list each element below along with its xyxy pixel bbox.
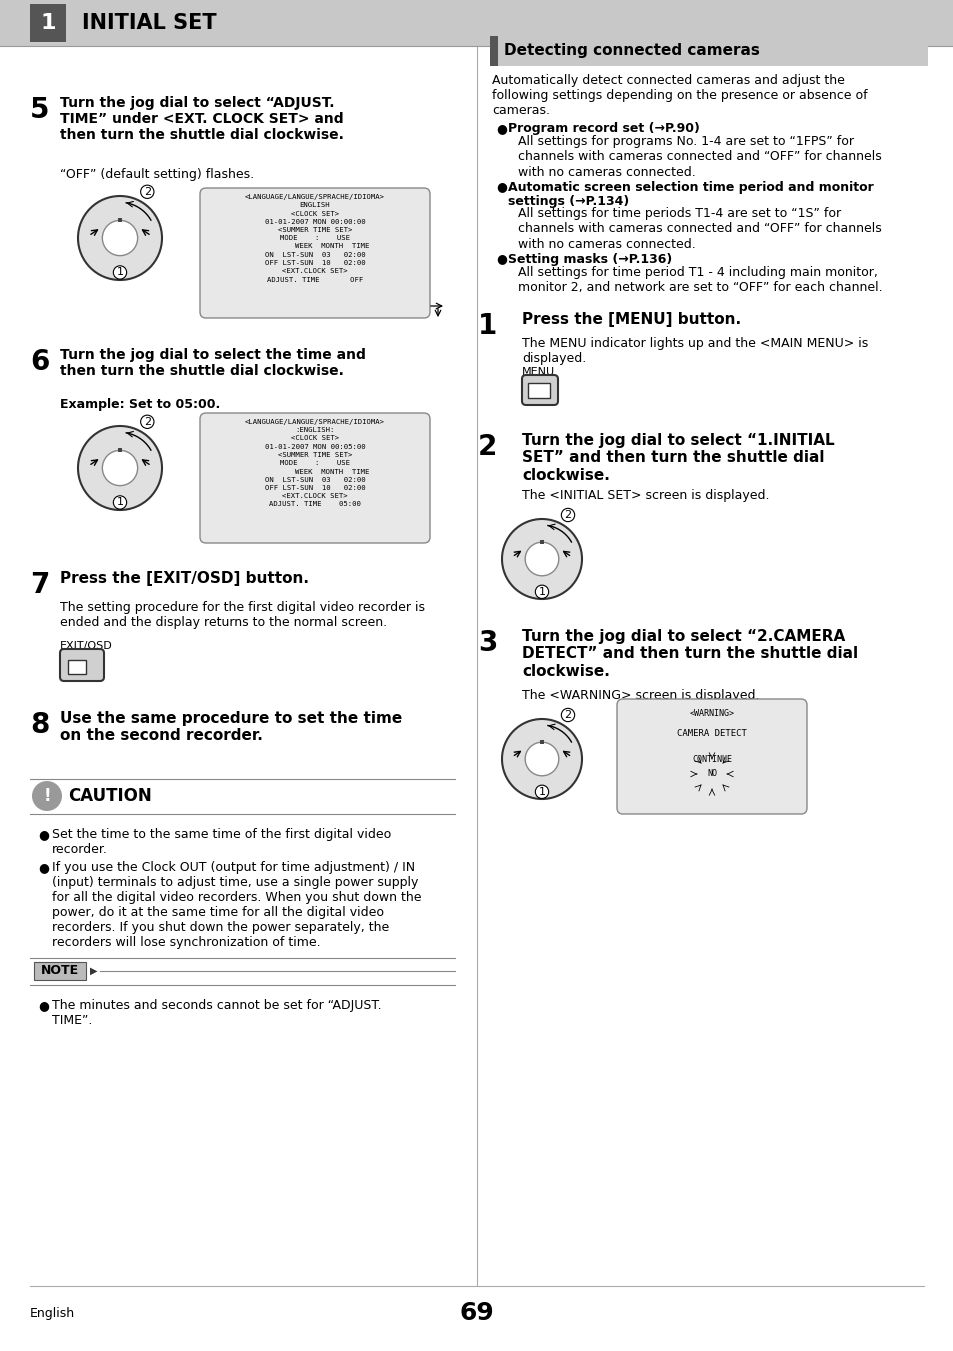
Text: 8: 8 [30, 711, 50, 739]
Text: !: ! [43, 788, 51, 805]
FancyBboxPatch shape [539, 740, 543, 744]
Text: <LANGUAGE/LANGUE/SPRACHE/IDIOMA>
ENGLISH
<CLOCK SET>
01-01-2007 MON 00:00:00
<SU: <LANGUAGE/LANGUE/SPRACHE/IDIOMA> ENGLISH… [245, 195, 385, 282]
FancyBboxPatch shape [200, 188, 430, 317]
Text: 1: 1 [116, 497, 123, 508]
Text: ●: ● [38, 861, 49, 874]
Text: Turn the jog dial to select “ADJUST.
TIME” under <EXT. CLOCK SET> and
then turn : Turn the jog dial to select “ADJUST. TIM… [60, 96, 343, 142]
Circle shape [501, 519, 581, 598]
FancyBboxPatch shape [0, 0, 953, 46]
Text: ●: ● [496, 253, 506, 266]
Text: Turn the jog dial to select “1.INITIAL
SET” and then turn the shuttle dial
clock: Turn the jog dial to select “1.INITIAL S… [521, 434, 834, 482]
Text: Set the time to the same time of the first digital video
recorder.: Set the time to the same time of the fir… [52, 828, 391, 857]
FancyBboxPatch shape [200, 413, 430, 543]
Text: English: English [30, 1306, 75, 1320]
Text: 2: 2 [144, 186, 151, 197]
Text: The MENU indicator lights up and the <MAIN MENU> is
displayed.: The MENU indicator lights up and the <MA… [521, 336, 867, 365]
Text: 2: 2 [564, 711, 571, 720]
Text: ●: ● [496, 181, 506, 193]
Text: ●: ● [38, 998, 49, 1012]
FancyBboxPatch shape [30, 4, 66, 42]
Text: Use the same procedure to set the time
on the second recorder.: Use the same procedure to set the time o… [60, 711, 402, 743]
Text: The minutes and seconds cannot be set for “ADJUST.
TIME”.: The minutes and seconds cannot be set fo… [52, 998, 381, 1027]
Text: The <WARNING> screen is displayed.: The <WARNING> screen is displayed. [521, 689, 759, 703]
Text: NO: NO [706, 770, 717, 778]
Text: 5: 5 [30, 96, 50, 124]
Text: 1: 1 [116, 267, 123, 277]
Text: 1: 1 [40, 14, 55, 32]
Text: 1: 1 [537, 786, 545, 797]
FancyBboxPatch shape [527, 382, 550, 399]
Text: 6: 6 [30, 349, 50, 376]
Text: ●: ● [38, 828, 49, 842]
Text: Program record set (→P.90): Program record set (→P.90) [507, 122, 700, 135]
Text: 2: 2 [144, 417, 151, 427]
Circle shape [78, 426, 162, 509]
Text: “OFF” (default setting) flashes.: “OFF” (default setting) flashes. [60, 168, 253, 181]
Circle shape [102, 450, 137, 485]
Text: Turn the jog dial to select “2.CAMERA
DETECT” and then turn the shuttle dial
clo: Turn the jog dial to select “2.CAMERA DE… [521, 630, 858, 678]
Text: All settings for time periods T1-4 are set to “1S” for
channels with cameras con: All settings for time periods T1-4 are s… [517, 208, 881, 250]
Text: INITIAL SET: INITIAL SET [82, 14, 216, 32]
Circle shape [32, 781, 62, 811]
Text: 1: 1 [477, 312, 497, 340]
Text: 3: 3 [477, 630, 497, 657]
Circle shape [501, 719, 581, 798]
Text: Example: Set to 05:00.: Example: Set to 05:00. [60, 399, 220, 411]
Text: 1: 1 [537, 586, 545, 597]
Text: Turn the jog dial to select the time and
then turn the shuttle dial clockwise.: Turn the jog dial to select the time and… [60, 349, 366, 378]
Text: ▶: ▶ [90, 966, 97, 975]
Text: CONTINUE: CONTINUE [691, 755, 731, 765]
Text: EXIT/OSD: EXIT/OSD [60, 640, 112, 651]
Text: Press the [EXIT/OSD] button.: Press the [EXIT/OSD] button. [60, 571, 309, 586]
Text: The <INITIAL SET> screen is displayed.: The <INITIAL SET> screen is displayed. [521, 489, 769, 503]
FancyBboxPatch shape [490, 36, 927, 66]
Circle shape [525, 742, 558, 775]
Text: MENU: MENU [521, 367, 555, 377]
Text: Automatically detect connected cameras and adjust the
following settings dependi: Automatically detect connected cameras a… [492, 74, 866, 118]
Text: The setting procedure for the first digital video recorder is
ended and the disp: The setting procedure for the first digi… [60, 601, 424, 630]
Text: 2: 2 [564, 509, 571, 520]
Text: NOTE: NOTE [41, 965, 79, 978]
Circle shape [525, 542, 558, 576]
Circle shape [78, 196, 162, 280]
FancyBboxPatch shape [118, 449, 122, 453]
Text: All settings for programs No. 1-4 are set to “1FPS” for
channels with cameras co: All settings for programs No. 1-4 are se… [517, 135, 881, 178]
Circle shape [102, 220, 137, 255]
FancyBboxPatch shape [539, 540, 543, 544]
Text: If you use the Clock OUT (output for time adjustment) / IN
(input) terminals to : If you use the Clock OUT (output for tim… [52, 861, 421, 948]
Text: 69: 69 [459, 1301, 494, 1325]
Text: 2: 2 [477, 434, 497, 461]
Text: ●: ● [496, 122, 506, 135]
FancyBboxPatch shape [68, 661, 86, 674]
FancyBboxPatch shape [34, 962, 86, 979]
FancyBboxPatch shape [118, 218, 122, 222]
FancyBboxPatch shape [521, 376, 558, 405]
FancyBboxPatch shape [60, 648, 104, 681]
Text: CAUTION: CAUTION [68, 788, 152, 805]
Text: All settings for time period T1 - 4 including main monitor,
monitor 2, and netwo: All settings for time period T1 - 4 incl… [517, 266, 882, 295]
Text: Setting masks (→P.136): Setting masks (→P.136) [507, 253, 672, 266]
Text: <WARNING>: <WARNING> [689, 709, 734, 717]
Text: <LANGUAGE/LANGUE/SPRACHE/IDIOMA>
:ENGLISH:
<CLOCK SET>
01-01-2007 MON 00:05:00
<: <LANGUAGE/LANGUE/SPRACHE/IDIOMA> :ENGLIS… [245, 419, 385, 508]
Text: Automatic screen selection time period and monitor
settings (→P.134): Automatic screen selection time period a… [507, 181, 873, 208]
Text: Detecting connected cameras: Detecting connected cameras [503, 43, 760, 58]
FancyBboxPatch shape [490, 36, 497, 66]
Text: Press the [MENU] button.: Press the [MENU] button. [521, 312, 740, 327]
Text: CAMERA DETECT: CAMERA DETECT [677, 730, 746, 738]
Text: 7: 7 [30, 571, 50, 598]
FancyBboxPatch shape [617, 698, 806, 815]
